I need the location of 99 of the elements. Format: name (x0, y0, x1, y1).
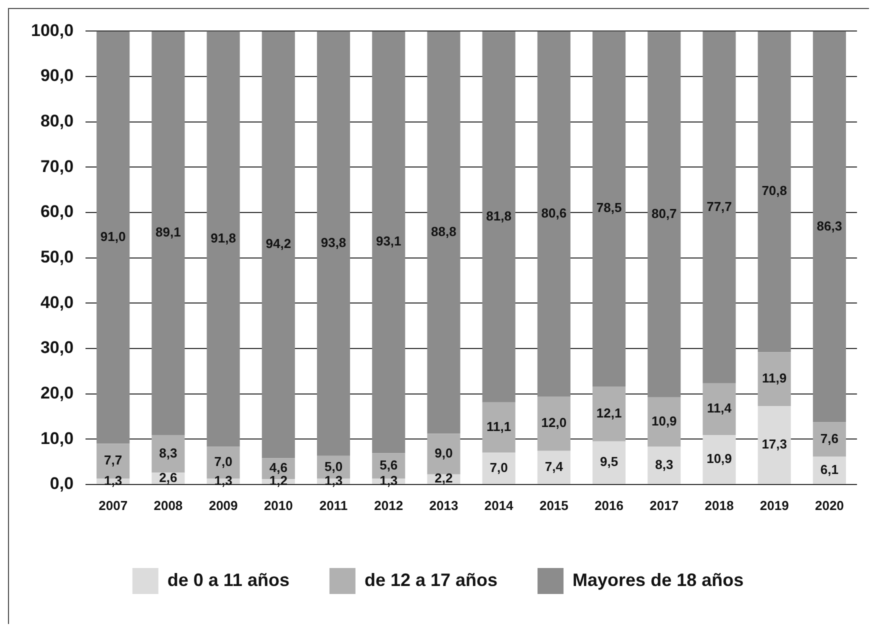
data-label: 12,0 (541, 415, 567, 430)
y-tick-label: 10,0 (40, 428, 74, 448)
data-label: 89,1 (156, 224, 181, 240)
data-label: 1,3 (324, 472, 343, 488)
bar (758, 406, 791, 484)
data-label: 93,1 (376, 234, 402, 249)
bar (648, 32, 681, 398)
y-tick-label: 30,0 (40, 338, 74, 358)
data-label: 91,8 (210, 230, 236, 246)
data-label: 78,5 (596, 200, 622, 216)
bar (537, 31, 570, 396)
data-label: 7,6 (820, 431, 838, 446)
data-label: 80,7 (651, 206, 677, 222)
data-label: 4,6 (269, 460, 288, 476)
data-label: 7,0 (490, 460, 508, 475)
bar (316, 31, 350, 456)
x-tick-label: 2012 (374, 498, 404, 513)
y-tick-label: 60,0 (40, 202, 74, 222)
data-label: 91,0 (100, 228, 126, 244)
data-label: 70,8 (762, 183, 787, 198)
bar (152, 31, 185, 435)
data-label: 10,9 (706, 451, 732, 466)
data-label: 94,2 (266, 236, 292, 252)
bar (702, 435, 736, 484)
data-label: 8,3 (655, 456, 674, 472)
x-tick-label: 2016 (594, 498, 624, 513)
x-tick-label: 2010 (264, 498, 293, 513)
data-label: 7,7 (104, 452, 122, 468)
bar (702, 383, 736, 435)
x-tick-label: 2009 (208, 498, 238, 513)
bar (96, 31, 130, 444)
x-tick-label: 2007 (98, 498, 128, 513)
data-label: 11,1 (486, 419, 512, 434)
data-label: 12,1 (596, 406, 622, 421)
x-tick-label: 2014 (484, 498, 514, 513)
bar (702, 31, 736, 384)
data-label: 93,8 (320, 234, 346, 250)
data-label: 86,3 (816, 218, 842, 234)
y-tick-label: 90,0 (40, 66, 74, 86)
data-label: 1,3 (380, 472, 398, 488)
bar (482, 402, 516, 453)
data-label: 7,4 (544, 458, 564, 474)
data-label: 8,3 (159, 445, 178, 460)
y-tick-label: 20,0 (40, 383, 74, 402)
bar (427, 31, 460, 434)
data-label: 11,4 (706, 400, 732, 416)
data-label: 9,0 (434, 446, 453, 461)
data-label: 6,1 (820, 462, 838, 477)
data-label: 11,9 (762, 370, 787, 386)
bar (482, 32, 516, 402)
bar (812, 31, 846, 422)
bar (537, 450, 570, 484)
data-label: 5,0 (324, 458, 343, 474)
data-label: 5,6 (380, 457, 398, 472)
x-tick-label: 2018 (704, 498, 734, 513)
bar (262, 31, 295, 458)
data-label: 2,6 (159, 470, 178, 485)
x-tick-label: 2019 (760, 498, 789, 513)
x-tick-label: 2008 (154, 498, 183, 513)
y-tick-label: 50,0 (40, 247, 74, 266)
data-label: 9,5 (600, 454, 618, 470)
data-label: 1,3 (104, 472, 122, 488)
bar (592, 441, 626, 484)
bar (648, 397, 681, 447)
x-tick-label: 2013 (429, 498, 458, 513)
data-label: 10,9 (651, 414, 677, 429)
bar (758, 31, 791, 352)
y-tick-label: 80,0 (40, 112, 74, 131)
y-tick-label: 40,0 (40, 292, 74, 312)
x-tick-label: 2015 (539, 498, 568, 513)
bar (372, 31, 406, 454)
data-label: 17,3 (762, 436, 787, 452)
bar (537, 396, 570, 451)
y-tick-label: 0,0 (50, 474, 74, 494)
y-tick-label: 70,0 (40, 156, 74, 176)
bar (206, 31, 240, 447)
legend-label: de 0 a 11 años (167, 570, 290, 590)
legend-label: Mayores de 18 años (572, 570, 744, 590)
bar (592, 31, 626, 387)
x-tick-label: 2017 (650, 498, 679, 513)
data-label: 77,7 (706, 198, 732, 214)
x-tick-label: 2011 (319, 498, 348, 513)
data-label: 80,6 (541, 205, 567, 220)
bar (592, 386, 626, 442)
data-label: 81,8 (486, 208, 512, 224)
bar (152, 435, 185, 473)
data-label: 2,2 (434, 470, 453, 486)
data-label: 88,8 (431, 224, 456, 239)
bar (812, 422, 846, 457)
x-tick-label: 2020 (814, 498, 844, 513)
bar (648, 446, 681, 484)
data-label: 7,0 (214, 454, 232, 470)
y-tick-label: 100,0 (30, 20, 74, 40)
bar (427, 434, 460, 474)
bar (812, 456, 846, 484)
data-label: 1,3 (214, 472, 232, 488)
bar (758, 352, 791, 406)
legend-label: de 12 a 17 años (364, 570, 498, 590)
bar (482, 452, 516, 484)
